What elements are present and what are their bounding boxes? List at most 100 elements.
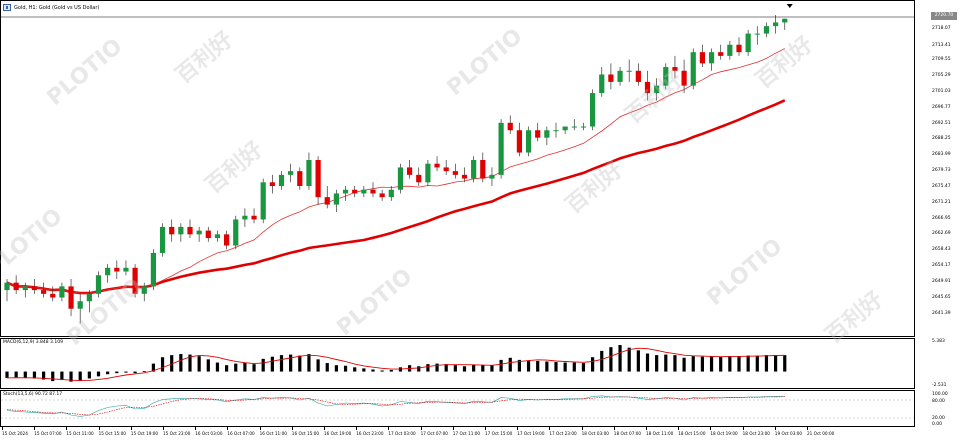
- candle: [471, 156, 477, 183]
- time-tick: [227, 427, 229, 430]
- macd-bar: [426, 364, 430, 372]
- candle: [425, 159, 431, 187]
- candle-body-bull: [590, 93, 596, 127]
- candle-body-bull: [333, 193, 339, 205]
- macd-bar: [417, 366, 421, 372]
- candle: [416, 167, 422, 187]
- candle-body-bull: [342, 189, 349, 194]
- candle-body-bull: [599, 74, 605, 94]
- candle-body-bull: [553, 130, 559, 132]
- macd-bar: [517, 359, 521, 372]
- macd-bar: [645, 353, 650, 372]
- time-axis[interactable]: 15 Oct 2024 15 Oct 07:00 15 Oct 11:00 15 Oc…: [0, 427, 915, 445]
- candle-body-bear: [205, 230, 211, 239]
- candle: [132, 264, 138, 298]
- macd-bar: [536, 360, 540, 372]
- candle-body-bear: [41, 290, 47, 294]
- macd-bar: [353, 367, 357, 372]
- candle: [708, 48, 715, 71]
- macd-bar: [719, 356, 723, 372]
- candle: [608, 63, 614, 90]
- time-label: 18 Oct 07:00: [613, 431, 642, 436]
- candle-body-bear: [13, 282, 19, 291]
- time-tick: [98, 427, 100, 430]
- stoch-tick: 100.00: [932, 392, 948, 397]
- candle-body-bear: [635, 70, 641, 82]
- stoch-panel[interactable]: Stoch(13,5,6) 90.72 87.17: [0, 390, 915, 427]
- time-tick: [485, 427, 486, 430]
- macd-bar: [362, 368, 366, 372]
- candle: [663, 63, 669, 90]
- candle: [4, 278, 10, 302]
- time-label: 17 Oct 15:00: [485, 431, 513, 436]
- macd-bar: [160, 357, 165, 372]
- candle-body-bull: [626, 70, 632, 72]
- price-scale[interactable]: [915, 0, 962, 427]
- price-tick: 2696.77: [932, 104, 951, 110]
- candle: [178, 223, 184, 242]
- candle-body-bear: [434, 163, 440, 168]
- price-tick: 2709.55: [932, 57, 951, 63]
- candle-body-bear: [416, 174, 422, 183]
- candle: [315, 156, 321, 205]
- candle-body-bull: [196, 230, 202, 235]
- candle-body-bull: [498, 122, 504, 175]
- candle-body-bull: [150, 252, 156, 287]
- candle: [580, 122, 587, 131]
- candle-body-bull: [580, 126, 587, 128]
- candle-body-bear: [315, 159, 321, 198]
- stoch-chart-svg[interactable]: [1, 391, 914, 426]
- macd-bar: [5, 371, 9, 378]
- macd-bar: [243, 362, 247, 372]
- candle-body-bull: [763, 26, 770, 34]
- symbol-title: Gold, H1: Gold (Gold vs US Dollar): [14, 4, 100, 11]
- macd-chart-svg[interactable]: [1, 339, 914, 388]
- time-label: 15 Oct 2024: [2, 431, 28, 436]
- candle-body-bull: [617, 70, 623, 82]
- price-tick: 2654.17: [932, 263, 951, 269]
- price-panel[interactable]: Gold, H1: Gold (Gold vs US Dollar): [0, 0, 915, 337]
- macd-bar: [591, 357, 595, 372]
- macd-bar: [289, 354, 293, 372]
- macd-panel[interactable]: MACD(6,12,9) 3.848 3.109: [0, 338, 915, 389]
- macd-bar: [206, 359, 210, 372]
- stoch-tick: 80.00: [932, 399, 945, 404]
- price-chart-svg[interactable]: [1, 1, 914, 336]
- candle-body-bear: [461, 174, 468, 179]
- candle-body-bear: [699, 52, 705, 64]
- candle: [681, 59, 687, 94]
- candle-body-bull: [388, 189, 394, 198]
- time-tick: [163, 427, 164, 430]
- macd-bar: [435, 363, 439, 372]
- candle: [590, 89, 596, 131]
- candle-body-bear: [718, 52, 724, 56]
- stoch-label: Stoch(13,5,6) 90.72 87.17: [3, 392, 63, 397]
- macd-bar: [197, 356, 201, 372]
- candle: [571, 119, 577, 131]
- candle-body-bear: [187, 226, 193, 235]
- time-label: 18 Oct 23:00: [742, 431, 770, 436]
- macd-bar: [380, 370, 384, 372]
- macd-bar: [23, 371, 27, 378]
- candle: [324, 186, 330, 209]
- candle-body-bull: [4, 282, 10, 291]
- candle-body-bull: [544, 130, 550, 138]
- candle-body-bull: [22, 286, 28, 291]
- candle-body-bear: [50, 293, 56, 298]
- candle: [13, 275, 19, 294]
- time-label: 17 Oct 11:00: [452, 431, 481, 436]
- macd-bar: [462, 366, 467, 372]
- candle: [86, 290, 92, 313]
- macd-bar: [609, 347, 613, 372]
- candle: [461, 167, 468, 183]
- macd-bar: [133, 371, 137, 374]
- macd-bar: [307, 354, 311, 372]
- candle-body-bull: [571, 126, 577, 128]
- macd-signal-line: [6, 347, 785, 382]
- candle-body-bull: [306, 159, 312, 187]
- price-tick: 2675.47: [932, 183, 951, 189]
- macd-bar: [334, 365, 338, 372]
- macd-bar: [298, 355, 302, 372]
- macd-bar: [636, 350, 640, 372]
- candle: [718, 44, 724, 60]
